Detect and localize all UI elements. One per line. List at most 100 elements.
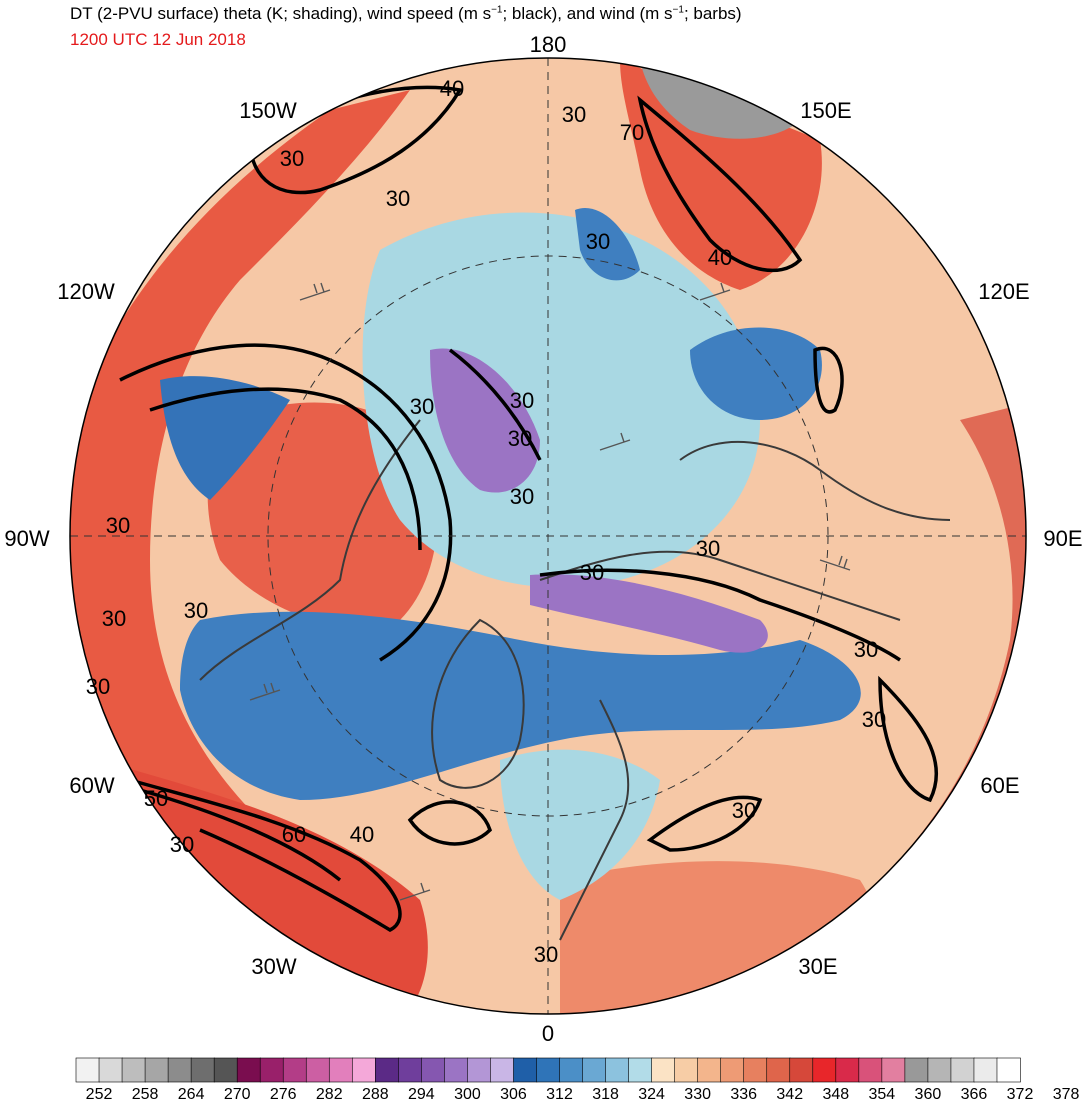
- colorbar-swatch: [351, 1057, 377, 1083]
- lon-label-60w: 60W: [69, 773, 114, 798]
- barb: [299, 282, 331, 301]
- shading-warm-south: [560, 861, 876, 1014]
- colorbar-swatch: [973, 1057, 998, 1083]
- colorbar-swatch: [328, 1057, 354, 1083]
- contour-jet-atlantic-inner: [139, 788, 342, 882]
- contour-label: 40: [440, 76, 464, 101]
- lon-label-120e: 120E: [978, 279, 1029, 304]
- contour-jet-arctic: [448, 348, 542, 461]
- contour-label: 30: [580, 560, 604, 585]
- colorbar-tick-label: 312: [546, 1086, 573, 1103]
- coastline-scandinavia: [559, 699, 630, 941]
- contour-label: 30: [184, 598, 208, 623]
- lon-label-30w: 30W: [251, 954, 296, 979]
- colorbar-swatch: [743, 1057, 768, 1083]
- colorbar-tick-label: 378: [1053, 1086, 1080, 1103]
- title-part-b: ; black), and wind (m s: [502, 4, 673, 23]
- contour-jet-east: [878, 675, 939, 803]
- colorbar-swatch: [858, 1057, 883, 1083]
- colorbar-swatch: [766, 1057, 791, 1083]
- colorbar-swatch: [789, 1057, 814, 1083]
- colorbar-swatch: [398, 1057, 423, 1083]
- colorbar-swatch: [720, 1057, 745, 1083]
- title-sup-2: −1: [672, 4, 684, 16]
- contour-label: 40: [708, 245, 732, 270]
- colorbar-swatch: [421, 1057, 446, 1083]
- wind-speed-contours: [119, 85, 939, 932]
- contour-jet-northeast: [637, 95, 803, 273]
- shading-blue-atlantic: [180, 611, 861, 800]
- colorbar-swatch: [674, 1057, 699, 1083]
- barb: [819, 555, 851, 571]
- colorbar-swatch: [513, 1057, 538, 1083]
- map-title: DT (2-PVU surface) theta (K; shading), w…: [70, 4, 742, 24]
- colorbar-tick-label: 318: [592, 1086, 619, 1103]
- barb: [699, 282, 731, 301]
- colorbar-swatch: [305, 1057, 331, 1083]
- shading-grey-northeast: [640, 60, 800, 139]
- contour-label: 60: [282, 822, 306, 847]
- contour-label: 30: [106, 513, 130, 538]
- colorbar-tick-label: 324: [638, 1086, 665, 1103]
- colorbar-swatch: [881, 1057, 906, 1083]
- coastline-eurasia: [539, 550, 901, 621]
- contour-jet-europe: [646, 795, 763, 852]
- contour-jet-barents: [539, 568, 901, 662]
- colorbar-swatch: [144, 1057, 169, 1083]
- contour-jet-atlantic: [129, 778, 402, 932]
- colorbar-swatch: [536, 1057, 561, 1083]
- graticule: [70, 58, 1026, 1014]
- lon-label-0: 0: [542, 1021, 554, 1046]
- wind-barbs: [249, 282, 851, 901]
- coastline-siberia: [679, 440, 951, 521]
- colorbar-swatch: [697, 1057, 722, 1083]
- colorbar-swatch: [927, 1057, 952, 1083]
- colorbar: 252 258 264 270 276 282 288 294 300 306 312 318 324 3…: [75, 1057, 1080, 1103]
- colorbar-swatch: [950, 1057, 975, 1083]
- colorbar-tick-label: 348: [822, 1086, 849, 1103]
- colorbar-tick-label: 366: [961, 1086, 988, 1103]
- colorbar-tick-label: 306: [500, 1086, 527, 1103]
- barb: [599, 432, 631, 451]
- contour-label: 70: [620, 120, 644, 145]
- contour-labels: 40 30 70 30 40 30 30 30 30 30 30 30 30 3…: [86, 76, 886, 967]
- contour-label: 30: [86, 674, 110, 699]
- map-boundary: [69, 57, 1027, 1015]
- colorbar-tick-label: 258: [132, 1086, 159, 1103]
- lon-label-180: 180: [530, 32, 567, 57]
- shading-blue-pacific-north: [575, 208, 640, 281]
- shading-warm-west: [70, 90, 410, 880]
- colorbar-tick-label: 270: [224, 1086, 251, 1103]
- contour-label: 30: [510, 484, 534, 509]
- colorbar-tick-label: 276: [270, 1086, 297, 1103]
- colorbar-tick-label: 294: [408, 1086, 435, 1103]
- colorbar-swatch: [259, 1057, 285, 1083]
- colorbar-swatch: [98, 1057, 123, 1083]
- contour-label: 30: [562, 102, 586, 127]
- shading-purple-arctic: [430, 348, 540, 493]
- contour-label: 30: [854, 637, 878, 662]
- lon-label-90w: 90W: [4, 526, 49, 551]
- colorbar-tick-label: 342: [776, 1086, 803, 1103]
- colorbar-swatch: [812, 1057, 837, 1083]
- barb: [249, 682, 281, 701]
- shading-blue-siberia: [690, 327, 822, 420]
- coastline-greenland: [431, 618, 525, 789]
- colorbar-tick-label: 252: [86, 1086, 113, 1103]
- shading-light-blue-arctic: [362, 212, 760, 588]
- colorbar-swatch: [213, 1057, 238, 1083]
- title-sup-1: −1: [491, 4, 503, 16]
- shading-blue-north-america: [160, 376, 290, 500]
- colorbar-swatch: [121, 1057, 146, 1083]
- contour-label: 30: [386, 186, 410, 211]
- shading-purple-barents: [530, 574, 768, 653]
- colorbar-swatch: [282, 1057, 308, 1083]
- lon-label-120w: 120W: [57, 279, 115, 304]
- colorbar-swatch: [559, 1057, 584, 1083]
- contour-label: 30: [410, 394, 434, 419]
- colorbar-swatch: [490, 1057, 515, 1083]
- lon-label-30e: 30E: [798, 954, 837, 979]
- lon-label-60e: 60E: [980, 773, 1019, 798]
- contour-jet-west-2: [149, 387, 422, 551]
